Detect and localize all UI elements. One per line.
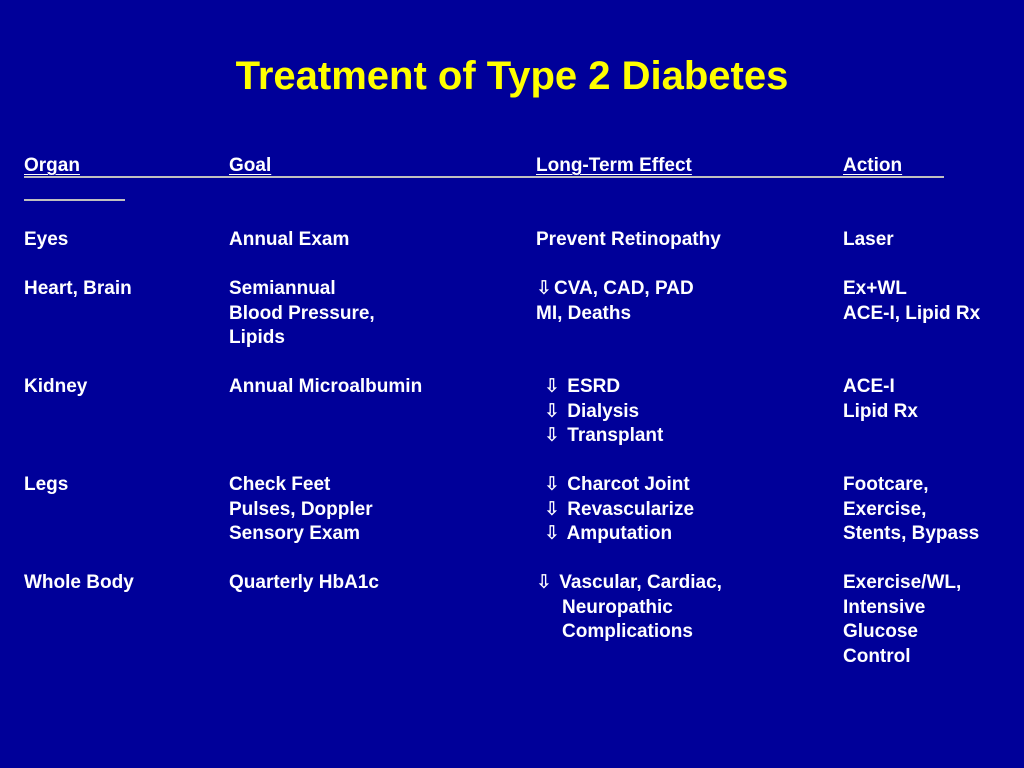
down-arrow-icon: ⇩	[544, 400, 560, 422]
row-kidney-organ: Kidney	[24, 376, 88, 397]
row-heart-brain-effect: ⇩ CVA, CAD, PAD MI, Deaths	[536, 278, 694, 324]
row-kidney-goal: Annual Microalbumin	[229, 376, 423, 397]
header-organ: Organ	[24, 155, 80, 176]
row-eyes-goal: Annual Exam	[229, 229, 350, 250]
header-rule-short	[24, 199, 125, 201]
row-heart-brain-goal: Semiannual Blood Pressure, Lipids	[229, 278, 375, 348]
row-kidney-action: ACE-I Lipid Rx	[843, 376, 918, 422]
row-heart-brain-action: Ex+WL ACE-I, Lipid Rx	[843, 278, 981, 324]
down-arrow-icon: ⇩	[544, 425, 560, 446]
down-arrow-icon: ⇩	[536, 278, 552, 299]
header-action: Action	[843, 155, 903, 176]
down-arrow-icon: ⇩	[544, 474, 560, 495]
row-whole-body-goal: Quarterly HbA1c	[229, 572, 379, 593]
header-long-term-effect: Long-Term Effect	[536, 155, 692, 176]
row-legs-effect: ⇩ Charcot Joint ⇩ Revascularize ⇩ Amputa…	[544, 473, 694, 547]
row-legs-organ: Legs	[24, 474, 69, 495]
down-arrow-icon: ⇩	[544, 376, 560, 397]
row-heart-brain-organ: Heart, Brain	[24, 278, 132, 299]
row-whole-body-action: Exercise/WL, Intensive Glucose Control	[843, 572, 962, 667]
row-whole-body-effect: ⇩ Vascular, Cardiac, Neuropathic Complic…	[536, 572, 722, 642]
header-goal: Goal	[229, 155, 272, 176]
down-arrow-icon: ⇩	[544, 523, 560, 544]
down-arrow-icon: ⇩	[536, 572, 552, 593]
row-legs-goal: Check Feet Pulses, Doppler Sensory Exam	[229, 474, 373, 544]
row-whole-body-organ: Whole Body	[24, 572, 134, 593]
row-kidney-effect: ⇩ ESRD ⇩ Dialysis ⇩ Transplant	[544, 375, 663, 449]
row-eyes-organ: Eyes	[24, 229, 69, 250]
row-eyes-action: Laser	[843, 229, 894, 250]
row-legs-action: Footcare, Exercise, Stents, Bypass	[843, 474, 980, 544]
slide-title: Treatment of Type 2 Diabetes	[235, 54, 789, 98]
down-arrow-icon: ⇩	[544, 498, 560, 520]
header-rule	[24, 176, 944, 178]
row-eyes-effect: Prevent Retinopathy	[536, 229, 721, 250]
